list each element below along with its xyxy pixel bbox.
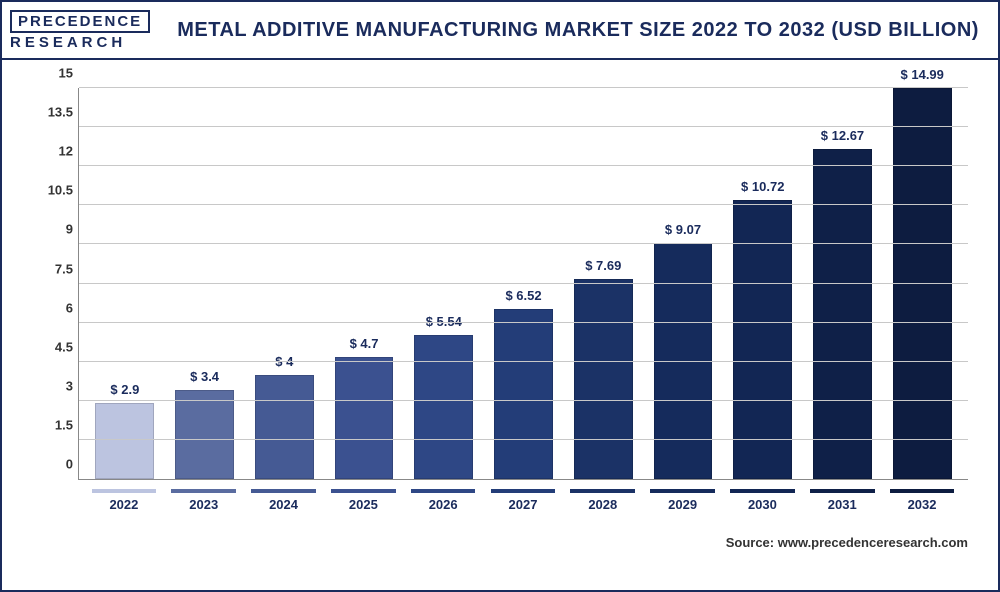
x-axis-label: 2030 xyxy=(730,489,795,516)
x-axis-label: 2031 xyxy=(810,489,875,516)
x-axis-labels: 2022 2023 2024 2025 2026 2027 2028 2029 2030 2031… xyxy=(78,489,968,516)
y-tick-label: 7.5 xyxy=(35,261,73,276)
chart-area: $ 2.9 $ 3.4 $ 4 $ 4.7 $ 5.54 $ 6.52 $ 7.69 $ 9.… xyxy=(2,60,998,560)
x-label-box: 2023 xyxy=(164,489,244,516)
x-axis-label: 2025 xyxy=(331,489,396,516)
bar-slot: $ 2.9 xyxy=(85,88,165,479)
bar xyxy=(813,149,872,479)
gridline xyxy=(79,283,968,284)
x-axis-label: 2032 xyxy=(890,489,955,516)
x-label-box: 2022 xyxy=(84,489,164,516)
bar-slot: $ 6.52 xyxy=(484,88,564,479)
bar xyxy=(733,200,792,479)
bar-slot: $ 4.7 xyxy=(324,88,404,479)
logo-bottom-text: RESEARCH xyxy=(10,35,126,50)
bar-slot: $ 12.67 xyxy=(803,88,883,479)
y-tick-label: 12 xyxy=(35,144,73,159)
bars-row: $ 2.9 $ 3.4 $ 4 $ 4.7 $ 5.54 $ 6.52 $ 7.69 $ 9.… xyxy=(79,88,968,479)
gridline xyxy=(79,243,968,244)
source-text: Source: www.precedenceresearch.com xyxy=(726,535,968,550)
plot-box: $ 2.9 $ 3.4 $ 4 $ 4.7 $ 5.54 $ 6.52 $ 7.69 $ 9.… xyxy=(78,88,968,480)
x-label-box: 2024 xyxy=(244,489,324,516)
chart-title: METAL ADDITIVE MANUFACTURING MARKET SIZE… xyxy=(166,19,990,42)
x-axis-label: 2022 xyxy=(92,489,157,516)
gridline xyxy=(79,361,968,362)
bar xyxy=(175,390,234,479)
bar-value-label: $ 6.52 xyxy=(505,288,541,303)
x-axis-label: 2024 xyxy=(251,489,316,516)
bar xyxy=(893,88,952,479)
bar xyxy=(335,357,394,480)
bar-value-label: $ 3.4 xyxy=(190,369,219,384)
bar-slot: $ 10.72 xyxy=(723,88,803,479)
y-tick-label: 4.5 xyxy=(35,339,73,354)
x-label-box: 2027 xyxy=(483,489,563,516)
bar-value-label: $ 10.72 xyxy=(741,179,784,194)
gridline xyxy=(79,322,968,323)
x-axis-label: 2028 xyxy=(570,489,635,516)
logo: PRECEDENCE RESEARCH xyxy=(10,6,150,54)
bar-value-label: $ 9.07 xyxy=(665,222,701,237)
gridline xyxy=(79,400,968,401)
bar-slot: $ 9.07 xyxy=(643,88,723,479)
bar-value-label: $ 2.9 xyxy=(110,382,139,397)
bar-slot: $ 5.54 xyxy=(404,88,484,479)
bar xyxy=(574,279,633,479)
gridline xyxy=(79,439,968,440)
bar xyxy=(494,309,553,479)
bar xyxy=(255,375,314,479)
y-tick-label: 0 xyxy=(35,457,73,472)
y-tick-label: 1.5 xyxy=(35,417,73,432)
header: PRECEDENCE RESEARCH METAL ADDITIVE MANUF… xyxy=(2,2,998,60)
bar-slot: $ 3.4 xyxy=(165,88,245,479)
gridline xyxy=(79,126,968,127)
x-label-box: 2031 xyxy=(802,489,882,516)
x-label-box: 2032 xyxy=(882,489,962,516)
bar xyxy=(95,403,154,479)
bar-value-label: $ 14.99 xyxy=(901,67,944,82)
y-tick-label: 13.5 xyxy=(35,105,73,120)
x-label-box: 2030 xyxy=(723,489,803,516)
bar-slot: $ 7.69 xyxy=(563,88,643,479)
y-tick-label: 9 xyxy=(35,222,73,237)
x-axis-label: 2023 xyxy=(171,489,236,516)
x-axis-label: 2029 xyxy=(650,489,715,516)
y-tick-label: 6 xyxy=(35,300,73,315)
bar-slot: $ 14.99 xyxy=(882,88,962,479)
x-label-box: 2025 xyxy=(323,489,403,516)
x-axis-label: 2027 xyxy=(491,489,556,516)
y-tick-label: 3 xyxy=(35,378,73,393)
gridline xyxy=(79,87,968,88)
y-tick-label: 10.5 xyxy=(35,183,73,198)
bar-value-label: $ 12.67 xyxy=(821,128,864,143)
y-tick-label: 15 xyxy=(35,66,73,81)
logo-top-text: PRECEDENCE xyxy=(10,10,150,33)
gridline xyxy=(79,165,968,166)
x-label-box: 2026 xyxy=(403,489,483,516)
gridline xyxy=(79,204,968,205)
x-label-box: 2028 xyxy=(563,489,643,516)
bar-value-label: $ 4.7 xyxy=(350,336,379,351)
x-label-box: 2029 xyxy=(643,489,723,516)
bar-slot: $ 4 xyxy=(244,88,324,479)
x-axis-label: 2026 xyxy=(411,489,476,516)
bar-value-label: $ 7.69 xyxy=(585,258,621,273)
bar xyxy=(414,335,473,479)
